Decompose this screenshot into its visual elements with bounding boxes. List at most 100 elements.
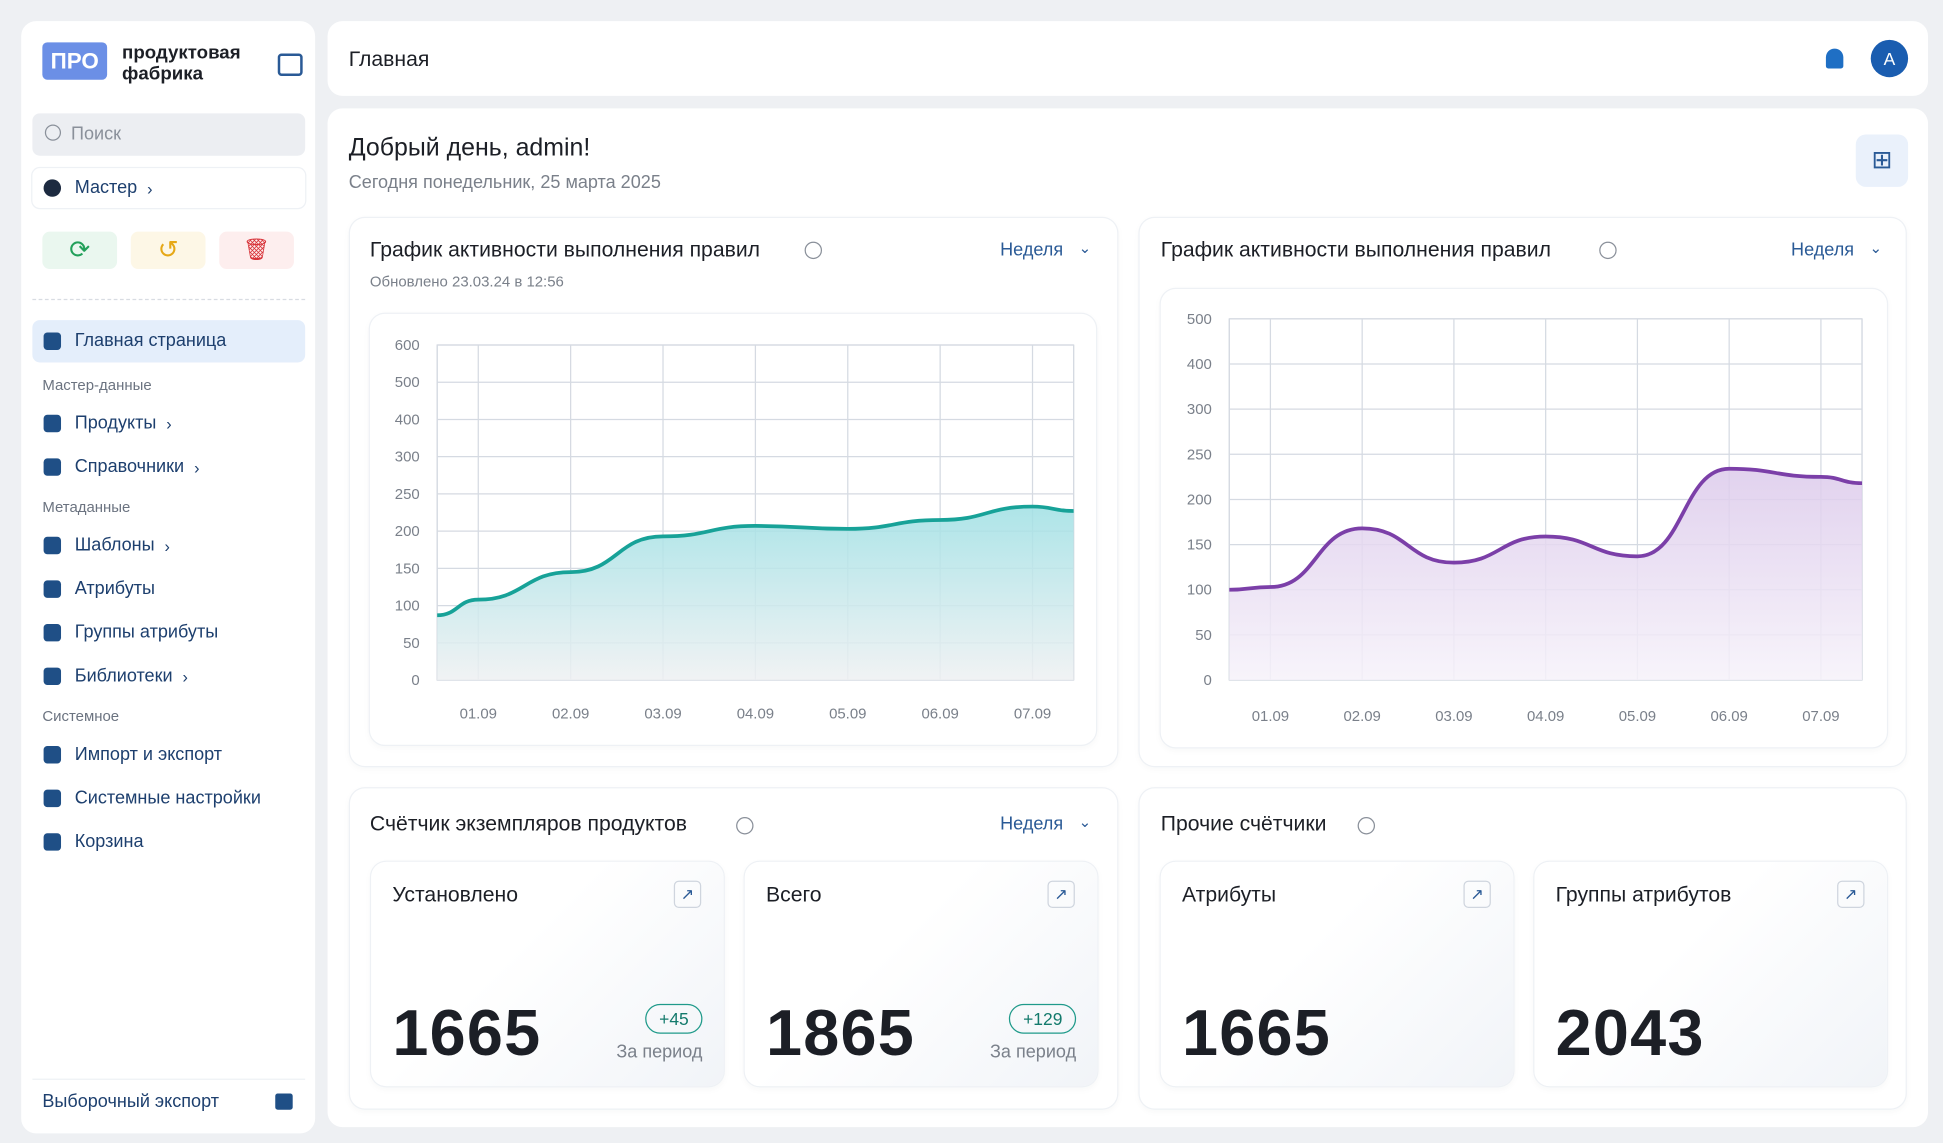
nav-item[interactable]: Библиотеки › [32, 656, 305, 696]
stat-card[interactable]: Всего ↗ 1865 +129 За период [744, 861, 1098, 1087]
y-tick-label: 100 [395, 598, 420, 615]
export-label: Выборочный экспорт [42, 1092, 220, 1113]
avatar[interactable]: A [1870, 39, 1909, 78]
chevron: ⌄ [1078, 239, 1092, 257]
area [437, 506, 1074, 681]
layout-button[interactable]: ⊞ [1855, 134, 1909, 187]
x-tick-label: 07.09 [1014, 706, 1051, 723]
chart-title: График активности выполнения правил [1160, 237, 1551, 262]
nav-item[interactable]: Корзина [32, 822, 305, 862]
x-tick-label: 02.09 [552, 706, 589, 723]
y-tick-label: 500 [1187, 311, 1212, 328]
icon [43, 789, 62, 808]
nav-item[interactable]: Импорт и экспорт [32, 735, 305, 775]
nav-item[interactable]: Атрибуты [32, 569, 305, 609]
icon [43, 580, 62, 598]
x-tick-label: 06.09 [1710, 708, 1747, 725]
y-tick-label: 0 [411, 672, 419, 689]
y-tick-label: 50 [403, 635, 420, 652]
stat-value: 1665 [392, 997, 542, 1070]
y-tick-label: 250 [395, 486, 420, 503]
header: Главная A [327, 21, 1929, 96]
open-button[interactable]: ↗ [1047, 880, 1075, 908]
y-tick-label: 250 [1187, 446, 1212, 463]
y-tick-label: 600 [395, 337, 420, 354]
y-tick-label: 500 [395, 374, 420, 391]
updated-note: Обновлено 23.03.24 в 12:56 [369, 272, 564, 291]
chevron: › [147, 178, 153, 198]
x-tick-label: 05.09 [829, 706, 866, 723]
x-tick-label: 02.09 [1343, 708, 1380, 725]
nav-label: Библиотеки [74, 666, 173, 687]
x-tick-label: 01.09 [1252, 708, 1289, 725]
x-tick-label: 06.09 [921, 706, 958, 723]
chevron: › [182, 666, 188, 686]
chevron: › [164, 536, 170, 555]
icon [43, 414, 62, 433]
refresh-button[interactable]: ⟳ [42, 231, 118, 270]
nav-item[interactable]: Шаблоны › [32, 526, 305, 566]
chevron: ⌄ [1078, 813, 1092, 831]
nav-item[interactable]: Продукты › [32, 404, 305, 444]
open-button[interactable]: ↗ [1463, 880, 1491, 908]
section-title: Мастер-данные [42, 376, 152, 394]
line [1229, 466, 1863, 592]
stat-card[interactable]: Группы атрибутов ↗ 2043 [1534, 861, 1887, 1087]
line [437, 504, 1074, 618]
info-icon [1599, 241, 1617, 260]
search-icon [44, 124, 62, 141]
nav-label: Атрибуты [74, 579, 156, 600]
x-tick-label: 07.09 [1802, 708, 1839, 725]
stat-delta-label: За период [989, 1042, 1077, 1063]
bell-icon[interactable] [1825, 48, 1844, 69]
stat-card[interactable]: Атрибуты ↗ 1665 [1160, 861, 1514, 1087]
workspace[interactable]: Мастер › [32, 168, 305, 208]
stat-delta: +45 [645, 1003, 703, 1034]
y-tick-label: 400 [395, 411, 420, 428]
nav-item[interactable]: Группы атрибуты [32, 613, 305, 653]
chevron: ⌄ [1869, 239, 1883, 257]
info-icon [804, 241, 823, 260]
chart-title: График активности выполнения правил [369, 237, 761, 262]
nav-home[interactable]: Главная страница [32, 320, 306, 363]
stat-delta: +129 [1009, 1003, 1077, 1034]
icon [43, 833, 62, 851]
open-button[interactable]: ↗ [673, 880, 702, 908]
undo-button[interactable]: ↺ [130, 231, 206, 270]
x-tick-label: 05.09 [1619, 708, 1656, 725]
greeting-subtitle: Сегодня понедельник, 25 марта 2025 [348, 173, 661, 194]
y-tick-label: 150 [395, 560, 420, 577]
export-button[interactable]: Выборочный экспорт [32, 1078, 306, 1125]
nav-item[interactable]: Системные настройки [32, 778, 305, 818]
x-tick-label: 04.09 [737, 706, 774, 723]
collapse-button[interactable] [277, 53, 303, 76]
icon [275, 1093, 293, 1110]
period-select[interactable]: Неделя [1791, 240, 1855, 261]
nav-label: Импорт и экспорт [74, 744, 223, 765]
counter-title: Счётчик экземпляров продуктов [369, 812, 688, 836]
chevron: › [166, 414, 172, 433]
search[interactable]: Поиск [32, 113, 306, 156]
logo-line: фабрика [122, 63, 203, 85]
workspace-label: Мастер [74, 178, 138, 199]
nav-item[interactable]: Справочники › [32, 447, 305, 487]
icon [43, 746, 62, 764]
nav-label: Продукты [74, 413, 157, 434]
stat-card[interactable]: Установлено ↗ 1665 +45 За период [371, 861, 724, 1087]
chevron: › [194, 457, 200, 477]
divider [32, 298, 306, 301]
x-tick-label: 03.09 [1435, 708, 1472, 725]
period-select[interactable]: Неделя [1000, 814, 1064, 835]
nav-label: Шаблоны [74, 535, 155, 556]
nav-label: Системные настройки [74, 788, 261, 809]
delete-button[interactable]: 🗑 [219, 231, 294, 270]
open-button[interactable]: ↗ [1837, 880, 1865, 908]
period-select[interactable]: Неделя [1000, 240, 1064, 261]
stat-value: 1865 [765, 997, 916, 1070]
stat-label: Атрибуты [1181, 883, 1277, 907]
search-placeholder: Поиск [70, 124, 122, 145]
stat-label: Установлено [392, 883, 519, 907]
icon [43, 179, 62, 197]
